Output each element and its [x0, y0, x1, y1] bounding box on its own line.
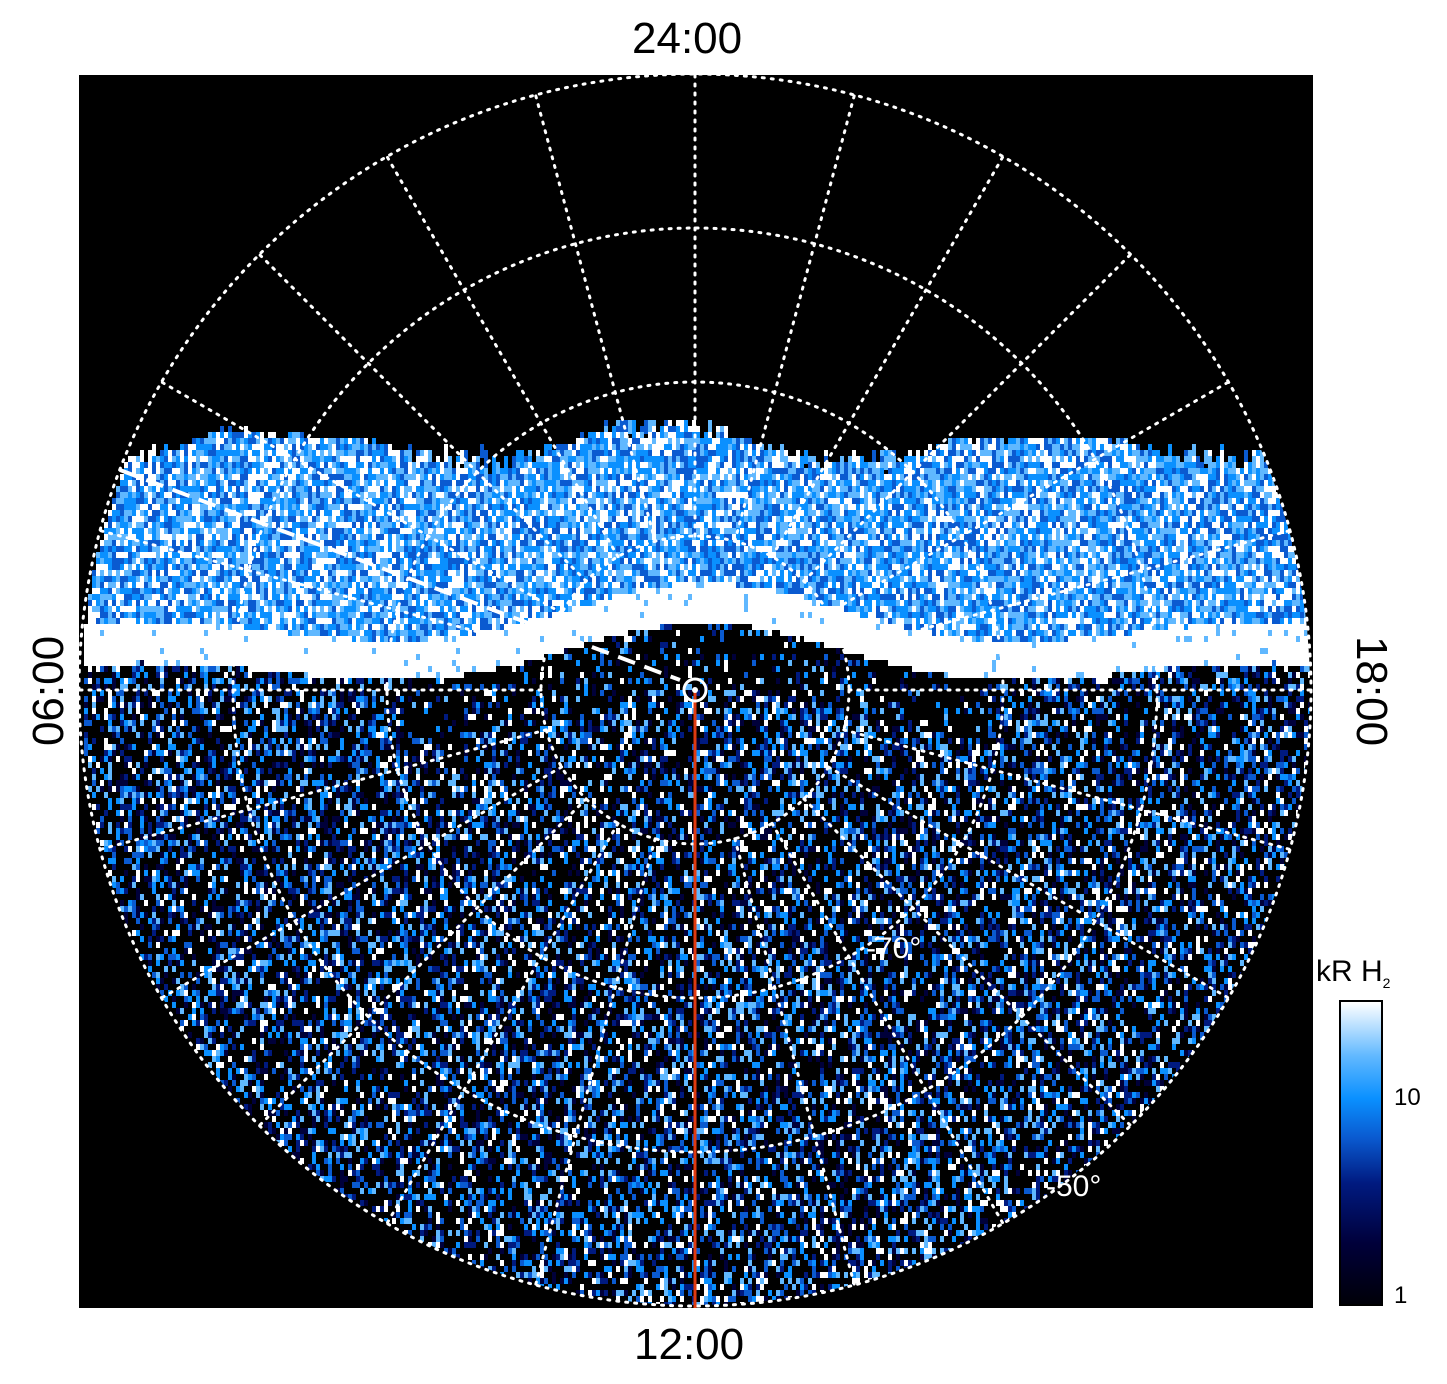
emission-pixel	[1168, 444, 1172, 458]
emission-pixel	[1260, 462, 1264, 476]
emission-pixel	[516, 450, 520, 464]
emission-pixel	[804, 450, 808, 464]
emission-pixel	[460, 450, 464, 464]
emission-pixel	[132, 456, 136, 470]
emission-pixel	[444, 444, 448, 458]
emission-pixel	[148, 450, 152, 464]
emission-pixel	[632, 420, 636, 434]
emission-pixel	[620, 420, 624, 434]
emission-pixel	[1260, 450, 1264, 464]
emission-pixel	[672, 432, 676, 446]
emission-pixel	[796, 450, 800, 464]
emission-pixel	[1204, 450, 1208, 464]
emission-pixel	[1208, 456, 1212, 470]
emission-pixel	[480, 444, 484, 458]
emission-pixel	[876, 468, 880, 482]
emission-pixel	[888, 450, 892, 464]
emission-pixel	[676, 426, 680, 440]
emission-pixel	[724, 426, 728, 440]
emission-pixel	[1172, 456, 1176, 470]
emission-pixel	[608, 432, 612, 446]
emission-pixel	[1216, 456, 1220, 470]
emission-pixel	[408, 450, 412, 464]
emission-pixel	[152, 444, 156, 458]
emission-pixel	[1220, 468, 1224, 482]
emission-pixel	[628, 420, 632, 434]
emission-pixel	[436, 462, 440, 476]
emission-pixel	[140, 450, 144, 464]
emission-pixel	[1248, 462, 1252, 476]
emission-pixel	[884, 456, 888, 470]
emission-pixel	[612, 426, 616, 440]
emission-pixel	[872, 450, 876, 464]
emission-pixel	[848, 456, 852, 470]
emission-pixel	[708, 420, 712, 434]
emission-pixel	[428, 450, 432, 464]
emission-pixel	[448, 462, 452, 476]
emission-pixel	[456, 462, 460, 476]
emission-pixel	[504, 456, 508, 470]
emission-pixel	[844, 462, 848, 476]
emission-pixel	[1232, 462, 1236, 476]
emission-pixel	[1256, 456, 1260, 470]
emission-pixel	[660, 426, 664, 440]
emission-pixel	[1192, 444, 1196, 458]
emission-pixel	[644, 420, 648, 434]
emission-pixel	[1244, 450, 1248, 464]
emission-pixel	[852, 450, 856, 464]
emission-pixel	[680, 420, 684, 434]
emission-pixel	[684, 420, 688, 434]
emission-pixel	[648, 420, 652, 434]
emission-pixel	[880, 468, 884, 482]
emission-pixel	[856, 456, 860, 470]
emission-pixel	[464, 450, 468, 464]
emission-pixel	[1220, 450, 1224, 464]
emission-pixel	[836, 462, 840, 476]
emission-pixel	[840, 456, 844, 470]
emission-pixel	[512, 456, 516, 470]
emission-pixel	[544, 444, 548, 458]
emission-pixel	[128, 462, 132, 476]
emission-pixel	[704, 432, 708, 446]
emission-pixel	[620, 432, 624, 446]
emission-pixel	[1252, 462, 1256, 476]
emission-pixel	[244, 426, 248, 440]
emission-pixel	[492, 462, 496, 476]
